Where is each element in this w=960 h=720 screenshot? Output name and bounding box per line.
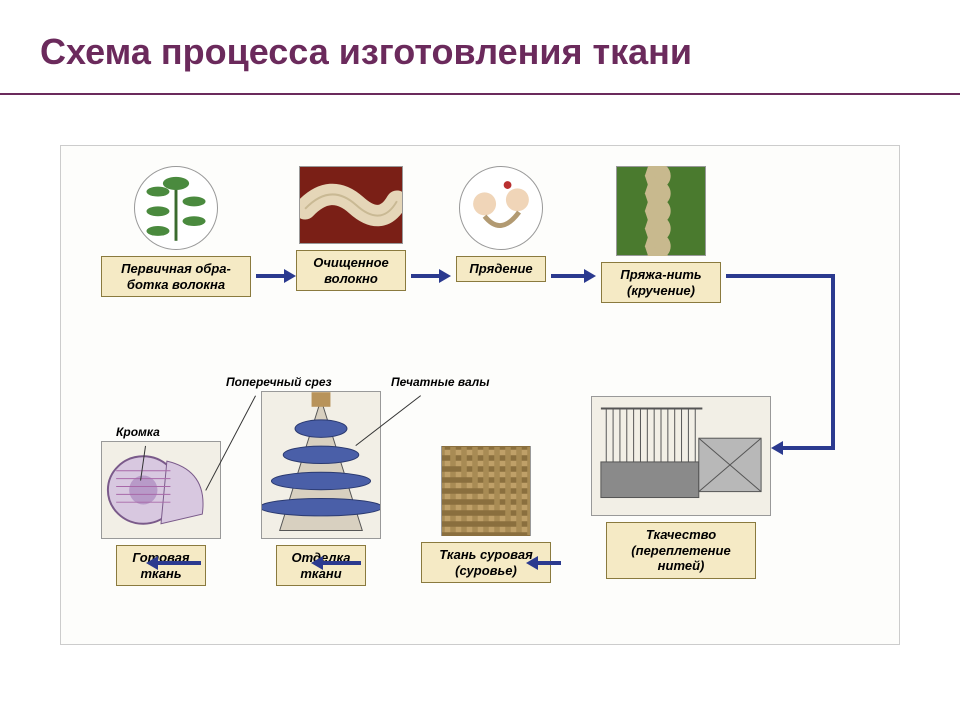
flow-arrow bbox=[256, 274, 286, 278]
node-image bbox=[101, 441, 221, 539]
flow-arrow bbox=[156, 561, 201, 565]
node-label: Первичная обра- ботка волокна bbox=[101, 256, 251, 297]
annotation-a2: Кромка bbox=[116, 426, 160, 440]
title-block: Схема процесса изготовления ткани bbox=[0, 0, 960, 95]
node-label: Прядение bbox=[456, 256, 546, 282]
node-image bbox=[261, 391, 381, 539]
page-title: Схема процесса изготовления ткани bbox=[40, 30, 920, 73]
flow-arrow bbox=[321, 561, 361, 565]
annotation-a3: Печатные валы bbox=[391, 376, 489, 390]
flow-arrow bbox=[726, 274, 831, 278]
node-label: Очищенное волокно bbox=[296, 250, 406, 291]
process-diagram: Первичная обра- ботка волокна Очищенное в… bbox=[60, 145, 900, 645]
node-image bbox=[616, 166, 706, 256]
process-node-n2: Очищенное волокно bbox=[296, 166, 406, 291]
process-node-n3: Прядение bbox=[456, 166, 546, 282]
node-image bbox=[299, 166, 403, 244]
process-node-n4: Пряжа-нить (кручение) bbox=[601, 166, 721, 303]
node-image bbox=[459, 166, 543, 250]
node-image bbox=[591, 396, 771, 516]
process-node-n5: Ткачество (переплетение нитей) bbox=[591, 396, 771, 579]
process-node-n1: Первичная обра- ботка волокна bbox=[101, 166, 251, 297]
node-label: Готовая ткань bbox=[116, 545, 206, 586]
flow-arrow bbox=[551, 274, 586, 278]
node-image bbox=[134, 166, 218, 250]
node-image bbox=[441, 446, 531, 536]
flow-arrow bbox=[831, 274, 835, 450]
flow-arrow bbox=[411, 274, 441, 278]
node-label: Ткачество (переплетение нитей) bbox=[606, 522, 756, 579]
node-label: Пряжа-нить (кручение) bbox=[601, 262, 721, 303]
annotation-a1: Поперечный срез bbox=[226, 376, 332, 390]
flow-arrow bbox=[781, 446, 831, 450]
flow-arrow bbox=[536, 561, 561, 565]
